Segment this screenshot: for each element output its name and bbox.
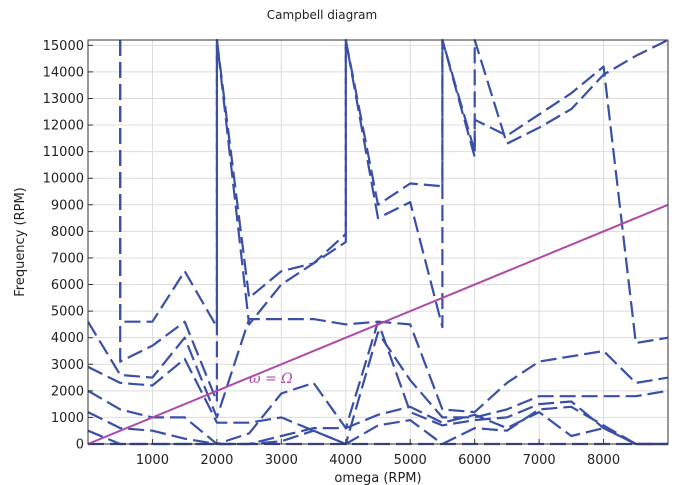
- reference-line-group: [87, 203, 669, 445]
- series-line-5: [87, 331, 669, 446]
- y-tick-label: 8000: [51, 225, 84, 240]
- x-tick-label: 5000: [394, 453, 427, 468]
- y-tick-label: 11000: [43, 145, 84, 160]
- reference-line: [87, 203, 669, 445]
- y-tick-label: 7000: [51, 251, 84, 266]
- x-axis-label: omega (RPM): [334, 471, 421, 485]
- y-tick-label: 10000: [43, 172, 84, 187]
- y-tick-label: 5000: [51, 305, 84, 320]
- series-line-8: [119, 38, 669, 345]
- y-tick-label: 2000: [51, 384, 84, 399]
- y-tick-label: 1000: [51, 411, 84, 426]
- series-line-7: [119, 38, 669, 403]
- x-tick-label: 8000: [587, 453, 620, 468]
- y-tick-label: 0: [76, 438, 84, 453]
- chart-title: Campbell diagram: [267, 8, 377, 22]
- y-axis-label: Frequency (RPM): [13, 187, 28, 297]
- y-tick-label: 14000: [43, 65, 84, 80]
- series-group: [87, 38, 669, 446]
- reference-line-label: ω = Ω: [249, 371, 293, 387]
- y-tick-label: 12000: [43, 119, 84, 134]
- x-tick-label: 7000: [523, 453, 556, 468]
- y-tick-label: 6000: [51, 278, 84, 293]
- plot-frame: [87, 39, 669, 445]
- ticks: 1000 2000 3000 4000 5000 6000 7000 8000 0 1000 200…: [43, 39, 620, 468]
- y-tick-label: 4000: [51, 331, 84, 346]
- y-tick-label: 9000: [51, 198, 84, 213]
- grid: [88, 40, 668, 445]
- series-line-2: [87, 405, 668, 446]
- y-tick-label: 13000: [43, 92, 84, 107]
- x-tick-label: 2000: [200, 453, 233, 468]
- x-tick-label: 6000: [458, 453, 491, 468]
- series-line-6: [87, 318, 669, 419]
- y-tick-label: 3000: [51, 358, 84, 373]
- x-tick-label: 1000: [136, 453, 169, 468]
- y-tick-label: 15000: [43, 39, 84, 54]
- series-line-3: [87, 405, 668, 446]
- x-tick-label: 4000: [329, 453, 362, 468]
- x-tick-label: 3000: [265, 453, 298, 468]
